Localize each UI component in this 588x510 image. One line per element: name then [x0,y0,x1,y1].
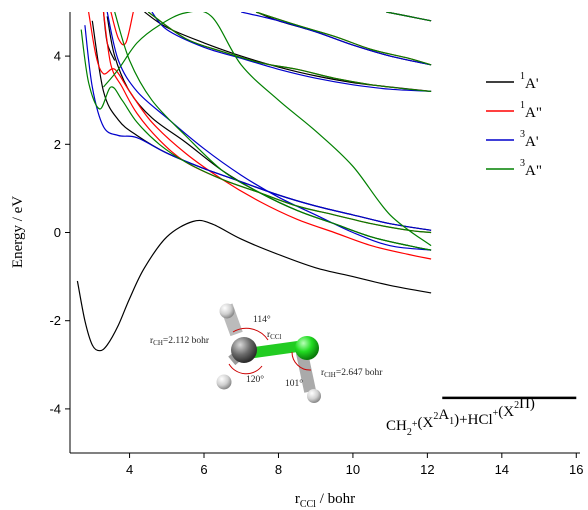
legend-label: 3A" [520,158,542,179]
r-ch-label: rCH=2.112 bohr [150,336,210,347]
hydrogen-atom-top [219,303,235,319]
series-1-curve-3 [106,16,432,251]
y-tick-label: 2 [54,137,61,152]
legend: 1A' 1A" 3A' 3A" [486,71,542,179]
legend-label: 3A' [520,129,539,150]
legend-label: 1A' [520,71,539,92]
series-3-curve-3 [151,12,432,92]
series-4-curve-4 [147,12,432,92]
x-tick-label: 6 [200,462,207,477]
x-tick-label: 10 [346,462,360,477]
asymptote-group: CH2+(X2A1)+HCl+(X2Π) [386,396,577,438]
series-1-curve-1 [76,219,432,352]
series-4-curve-3 [114,12,432,251]
series-4-curve-6 [386,12,432,22]
hydrogen-atom-left [216,374,232,390]
asymptote-label: CH2+(X2A1)+HCl+(X2Π) [386,396,535,438]
series-4-curve-5 [255,12,432,66]
series-3-curve-1 [84,25,432,231]
angle-101-label: 101° [285,378,303,389]
x-tick-label: 16 [569,462,583,477]
x-tick-label: 4 [126,462,133,477]
y-tick-label: -4 [49,401,61,416]
carbon-atom [231,337,257,363]
y-tick-label: -2 [49,313,61,328]
series-3-curve-4 [241,12,432,66]
angle-120-label: 120° [246,374,264,385]
chlorine-atom [295,336,319,360]
x-tick-label: 8 [275,462,282,477]
y-tick-label: 0 [54,225,61,240]
x-tick-label: 14 [495,462,509,477]
series-4-curve-2 [103,12,432,247]
y-tick-label: 4 [54,49,61,64]
y-axis-title: Energy / eV [10,196,26,268]
series-2-curve-3 [110,12,134,46]
series-3-curve-2 [106,12,432,251]
angle-arc-114 [232,327,269,341]
x-axis-title: rCCl / bohr [295,491,355,510]
bond-ccl [243,339,311,360]
hydrogen-atom-right [307,389,321,403]
legend-label: 1A" [520,100,542,121]
molecule-illustration: rCH=2.112 bohr 114° rCCl 120° 101° rClH=… [150,303,383,403]
angle-arc-120 [228,363,263,375]
angle-arc-101 [291,351,312,371]
r-ccl-label: rCCl [267,330,282,341]
r-clh-label: rClH=2.647 bohr [321,368,383,379]
curves-layer [76,12,432,352]
series-2-curve-2 [88,12,432,260]
x-tick-label: 12 [420,462,434,477]
ticks-layer: 4 6 8 10 12 14 16 -4 -2 0 2 4 [49,49,583,477]
series-4-curve-1 [80,29,432,234]
bond-clh [295,351,317,393]
angle-114-label: 114° [253,314,271,325]
